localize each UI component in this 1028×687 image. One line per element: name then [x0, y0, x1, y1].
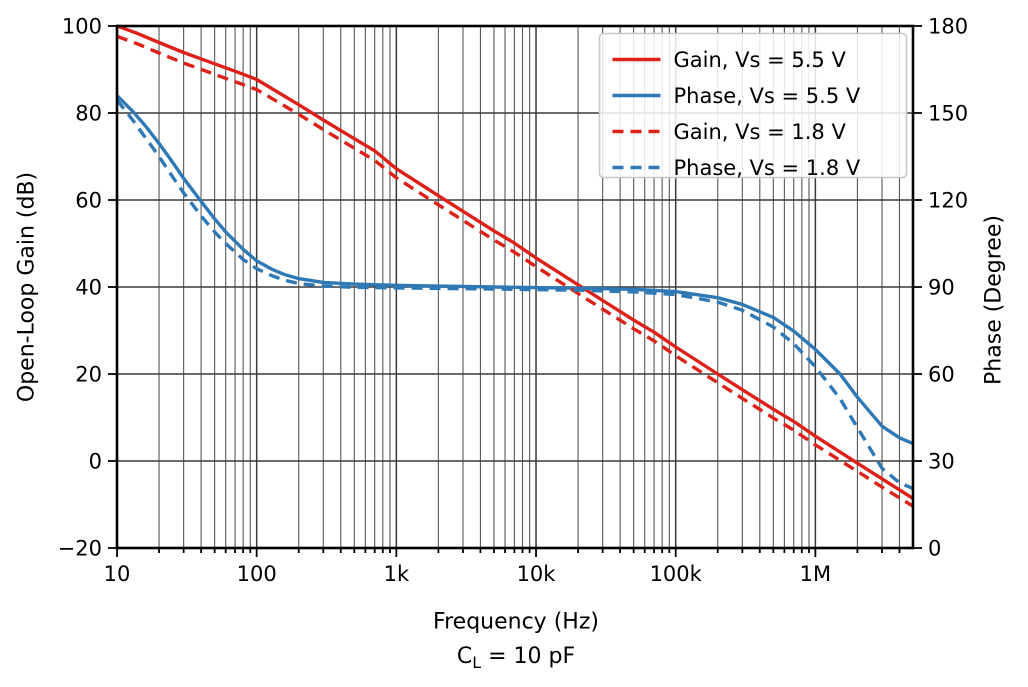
x-tick-label: 1k: [384, 562, 410, 586]
legend: Gain, Vs = 5.5 V Phase, Vs = 5.5 V Gain, V…: [598, 32, 908, 180]
legend-label: Gain, Vs = 5.5 V: [674, 48, 847, 72]
curve-gain-vs-1-8-v: [116, 34, 914, 508]
condition-value: = 10 pF: [481, 643, 576, 669]
condition-symbol: C: [456, 643, 473, 669]
x-tick-label: 100k: [650, 562, 703, 586]
y-left-tick-label: 100: [62, 15, 102, 39]
x-tick-label: 1M: [800, 562, 831, 586]
y-right-tick-label: 60: [928, 363, 955, 387]
legend-label: Gain, Vs = 1.8 V: [674, 120, 847, 144]
curve-phase-vs-5-5-v: [115, 94, 914, 446]
y-right-tick-label: 150: [928, 102, 968, 126]
condition-subscript: L: [472, 653, 482, 673]
y-right-tick-label: 0: [928, 537, 941, 561]
tick-labels: 10 100 1k 10k 100k 1M 100 80 60 40 20 0 −20 180 150 120…: [58, 15, 968, 587]
series-curves: [115, 24, 914, 508]
y-left-tick-label: 80: [75, 102, 102, 126]
x-tick-label: 10: [104, 562, 131, 586]
left-axis-title: Open-Loop Gain (dB): [14, 171, 40, 403]
x-axis-title: Frequency (Hz): [433, 609, 599, 635]
curve-phase-vs-1-8-v: [115, 98, 914, 491]
plot-border: [115, 24, 915, 550]
y-right-tick-label: 120: [928, 189, 968, 213]
right-axis-title: Phase (Degree): [981, 215, 1007, 385]
condition-caption: CL = 10 pF: [457, 644, 575, 672]
y-left-tick-label: −20: [58, 537, 102, 561]
y-left-tick-label: 20: [75, 363, 102, 387]
y-right-tick-label: 90: [928, 276, 955, 300]
legend-box: [598, 32, 908, 179]
y-left-tick-label: 0: [89, 450, 102, 474]
y-left-tick-label: 60: [75, 189, 102, 213]
legend-label: Phase, Vs = 1.8 V: [674, 156, 861, 180]
x-tick-label: 100: [237, 562, 277, 586]
x-tick-label: 10k: [517, 562, 557, 586]
y-left-tick-label: 40: [75, 276, 102, 300]
legend-label: Phase, Vs = 5.5 V: [674, 84, 861, 108]
curve-gain-vs-5-5-v: [116, 24, 914, 500]
y-right-tick-label: 180: [928, 15, 968, 39]
y-right-tick-label: 30: [928, 450, 955, 474]
